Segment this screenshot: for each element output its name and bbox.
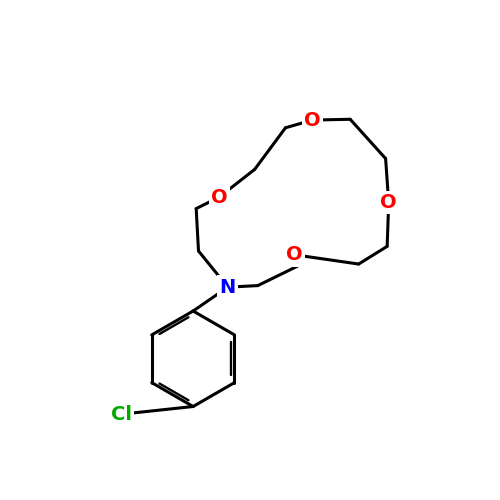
Text: Cl: Cl bbox=[111, 404, 132, 423]
Text: O: O bbox=[211, 188, 228, 206]
Text: O: O bbox=[304, 110, 321, 130]
Text: N: N bbox=[220, 278, 236, 296]
Text: O: O bbox=[380, 193, 397, 212]
Text: O: O bbox=[286, 246, 303, 264]
